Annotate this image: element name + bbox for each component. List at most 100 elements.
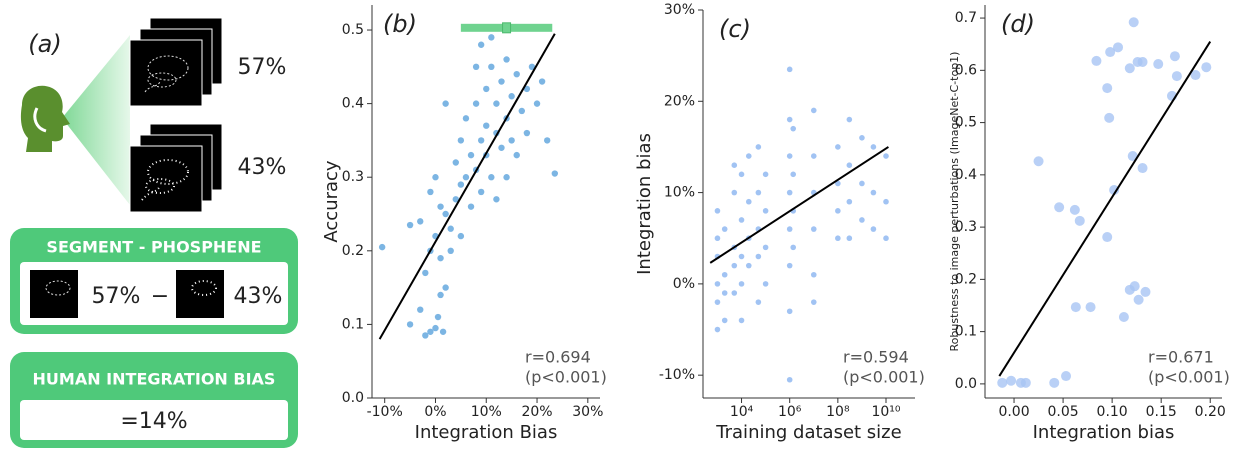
point xyxy=(1049,377,1060,388)
point xyxy=(738,171,745,178)
y-tick-label: 0.4 xyxy=(342,96,364,112)
point xyxy=(738,253,745,260)
annotation: (p<0.001) xyxy=(525,368,607,387)
image-stack-top xyxy=(129,17,223,107)
y-tick-label: 0.0 xyxy=(342,390,364,406)
point xyxy=(432,324,439,332)
point xyxy=(467,151,475,159)
point xyxy=(1020,377,1031,388)
point xyxy=(442,100,449,107)
point xyxy=(1054,202,1065,213)
point xyxy=(523,85,531,93)
point xyxy=(508,137,515,144)
point xyxy=(1069,204,1080,215)
point xyxy=(790,171,797,178)
point xyxy=(762,171,769,178)
point xyxy=(1171,71,1182,82)
point xyxy=(447,247,454,255)
point xyxy=(427,188,434,196)
x-tick-label: 0.15 xyxy=(1146,404,1177,420)
point xyxy=(846,235,853,242)
point xyxy=(518,107,525,115)
point xyxy=(786,189,793,196)
point xyxy=(434,313,442,321)
x-axis-label: Integration Bias xyxy=(415,422,558,443)
point xyxy=(528,63,536,71)
x-tick-label: 30% xyxy=(572,404,603,420)
point xyxy=(467,203,475,210)
point xyxy=(1124,63,1135,74)
point xyxy=(870,189,877,196)
y-tick-label: 0.1 xyxy=(342,316,364,332)
point xyxy=(786,262,793,269)
annotation: (p<0.001) xyxy=(1148,368,1230,387)
point xyxy=(488,174,495,181)
point xyxy=(472,63,480,71)
y-tick-label: 0% xyxy=(673,276,695,292)
y-tick-label: 0.2 xyxy=(955,271,977,287)
point xyxy=(1070,302,1081,313)
point xyxy=(859,217,865,223)
panel-label: (d) xyxy=(1001,10,1035,38)
percent-label: 57% xyxy=(92,284,141,309)
fit-line xyxy=(709,146,889,264)
percent-label: 43% xyxy=(234,284,283,309)
point xyxy=(1102,83,1113,94)
y-axis-label: Accuracy xyxy=(321,160,342,243)
y-tick-label: 0.0 xyxy=(955,376,977,392)
point xyxy=(493,100,500,107)
point xyxy=(1102,232,1113,243)
point xyxy=(790,125,797,132)
view-cone xyxy=(62,35,130,205)
y-tick-label: 0.5 xyxy=(955,115,977,131)
point xyxy=(714,299,721,305)
point xyxy=(786,66,793,73)
point xyxy=(790,244,797,251)
point xyxy=(755,189,762,196)
point xyxy=(1105,47,1116,58)
point xyxy=(883,198,889,205)
point xyxy=(745,262,752,269)
panel-label: (b) xyxy=(383,10,417,38)
y-tick-label: 0.4 xyxy=(955,167,977,183)
point xyxy=(810,153,817,159)
y-tick-label: 0.7 xyxy=(955,10,977,26)
point xyxy=(762,281,769,287)
x-tick-label: 10¹⁰ xyxy=(871,404,900,420)
point xyxy=(883,235,889,242)
annotation: r=0.671 xyxy=(1148,348,1214,367)
point xyxy=(1153,59,1164,70)
point xyxy=(417,218,424,225)
point xyxy=(846,198,853,205)
point xyxy=(997,377,1008,388)
point xyxy=(417,306,424,313)
point xyxy=(810,226,817,232)
panel-label: (c) xyxy=(719,15,751,43)
point xyxy=(452,196,459,203)
point xyxy=(738,217,745,223)
box-title: HUMAN INTEGRATION BIAS xyxy=(33,370,276,389)
point xyxy=(835,180,841,187)
point xyxy=(1118,311,1129,322)
point xyxy=(745,198,752,205)
point xyxy=(432,174,439,181)
point xyxy=(462,174,470,181)
point xyxy=(786,308,793,315)
point xyxy=(745,153,752,159)
point xyxy=(437,203,444,210)
x-tick-label: -10% xyxy=(367,404,403,420)
point xyxy=(721,226,728,232)
point xyxy=(1169,51,1180,62)
point xyxy=(810,107,817,114)
point xyxy=(551,170,559,177)
y-tick-label: 0.5 xyxy=(342,22,364,38)
point xyxy=(721,271,728,278)
y-axis-label: Integration bias xyxy=(634,133,655,275)
y-axis-label: Robustness to image perturbations (Image… xyxy=(948,52,961,352)
point xyxy=(483,122,490,129)
y-tick-label: -10% xyxy=(659,367,695,383)
point xyxy=(835,208,841,214)
point xyxy=(859,180,865,187)
point xyxy=(755,299,762,305)
